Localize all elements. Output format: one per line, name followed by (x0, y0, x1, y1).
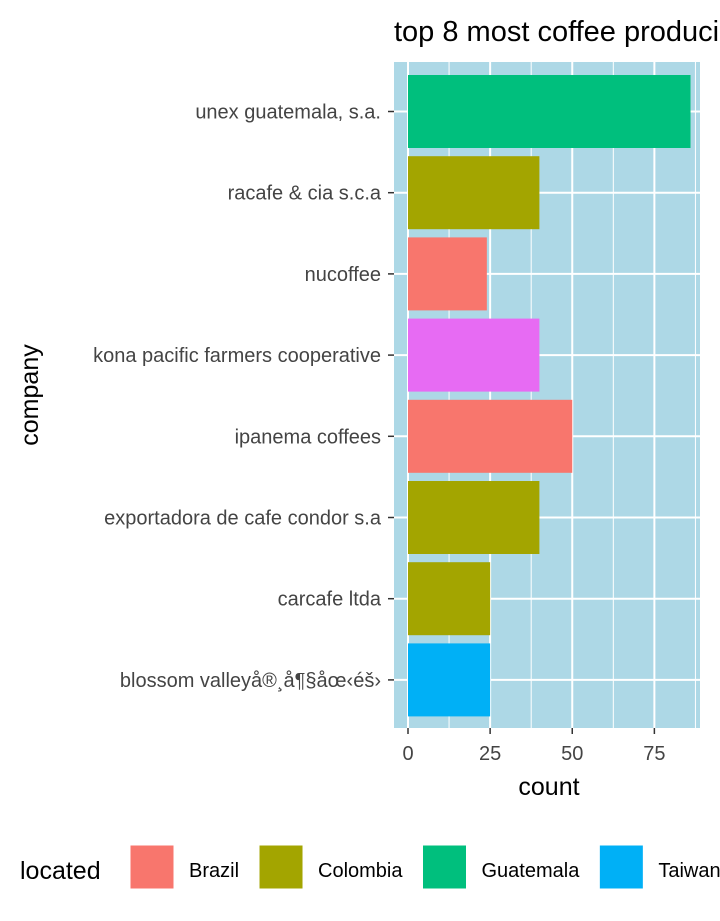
legend-label: Colombia (318, 860, 403, 882)
y-tick-label: exportadora de cafe condor s.a (104, 508, 382, 530)
x-tick-label: 75 (643, 743, 665, 765)
legend-key (598, 844, 644, 890)
y-axis: unex guatemala, s.a. racafe & cia s.c.a nu… (93, 102, 394, 692)
y-axis-label: company (16, 344, 44, 446)
y-tick-label: nucoffee (305, 264, 381, 286)
legend-label: Guatemala (482, 860, 581, 882)
x-tick-label: 25 (479, 743, 501, 765)
legend-key (422, 844, 467, 890)
chart-title: top 8 most coffee producing companies (394, 16, 720, 48)
legend-label: Brazil (189, 860, 239, 882)
x-tick-label: 0 (402, 743, 413, 765)
bar (408, 75, 691, 148)
bar (408, 643, 491, 717)
legend-key (258, 844, 304, 890)
bar (408, 399, 573, 473)
bar (408, 562, 491, 636)
x-axis: 0 25 50 75 (402, 728, 666, 765)
legend-title: located (20, 857, 101, 885)
y-tick-label: ipanema coffees (235, 426, 381, 448)
y-tick-label: blossom valleyå®¸å¶§åœ‹éš› (120, 670, 381, 692)
x-tick-label: 50 (561, 743, 583, 765)
y-tick-label: kona pacific farmers cooperative (93, 345, 381, 367)
bar (408, 156, 540, 230)
y-tick-label: carcafe ltda (278, 589, 382, 611)
bar (408, 318, 540, 392)
x-axis-label: count (518, 773, 579, 801)
legend-key (129, 844, 175, 890)
y-tick-label: racafe & cia s.c.a (228, 183, 382, 205)
legend: located BrazilColombiaGuatemalaTaiwanUni… (20, 844, 720, 890)
legend-label: Taiwan (658, 860, 720, 882)
bar (408, 481, 540, 554)
y-tick-label: unex guatemala, s.a. (195, 102, 381, 124)
bars (408, 75, 691, 717)
bar (408, 237, 487, 311)
